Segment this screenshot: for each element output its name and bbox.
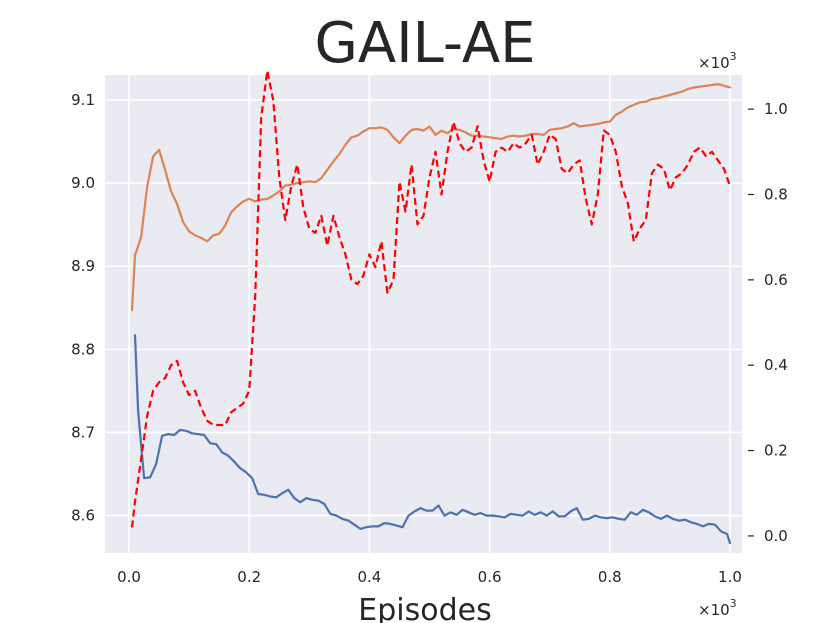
- plot-area: [105, 75, 742, 553]
- y2-tick-label: 0.8: [764, 186, 788, 204]
- series-layer: [130, 69, 732, 545]
- y2-tick-label: 0.2: [764, 442, 788, 460]
- y2-tick-label: 0.6: [764, 271, 788, 289]
- x-axis-multiplier: ×103: [698, 597, 737, 619]
- y2-axis-multiplier: ×103: [698, 50, 737, 72]
- series-line-3: [130, 69, 732, 528]
- y-tick-label: 8.6: [71, 507, 95, 525]
- y-tick-label: 8.9: [71, 257, 95, 275]
- y2-tick-label: 0.0: [764, 527, 788, 545]
- x-axis-label: Episodes: [358, 593, 491, 623]
- x-tick-label: 1.0: [718, 568, 742, 586]
- x-tick-label: 0.2: [237, 568, 261, 586]
- x-axis: 0.0 0.2 0.4 0.6 0.8 1.0: [117, 568, 742, 586]
- grid: [105, 75, 742, 553]
- y-tick-label: 9.0: [71, 174, 95, 192]
- y-tick-label: 8.8: [71, 340, 95, 358]
- y-tick-label: 8.7: [71, 423, 95, 441]
- y2-tick-label: 0.4: [764, 356, 788, 374]
- x-tick-label: 0.4: [357, 568, 381, 586]
- y-axis-left: 8.6 8.7 8.8 8.9 9.0 9.1: [71, 91, 95, 525]
- y2-tick-label: 1.0: [764, 100, 788, 118]
- x-tick-label: 0.8: [598, 568, 622, 586]
- x-tick-label: 0.6: [478, 568, 502, 586]
- x-tick-label: 0.0: [117, 568, 141, 586]
- series-line-2: [130, 82, 732, 312]
- series-line-1: [133, 334, 732, 545]
- y-axis-right: 0.0 0.2 0.4 0.6 0.8 1.0: [748, 100, 788, 545]
- chart-title: GAIL-AE: [314, 11, 535, 76]
- y-tick-label: 9.1: [71, 91, 95, 109]
